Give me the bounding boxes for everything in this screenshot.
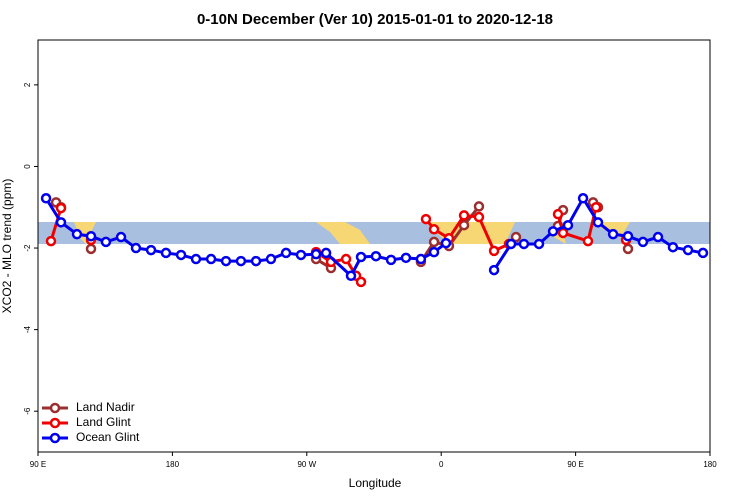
data-point [667,241,679,253]
x-tick-label: 90 E [30,460,46,469]
data-point [320,247,332,259]
data-point [160,247,172,259]
data-point [622,243,634,255]
data-point [310,248,322,260]
data-point [235,255,247,267]
data-point [280,247,292,259]
data-point [345,270,357,282]
land [316,222,370,244]
data-point [562,219,574,231]
legend-marker [49,402,61,414]
data-point [400,252,412,264]
data-point [510,231,522,243]
data-point [428,236,440,248]
data-point [115,231,127,243]
data-point [355,276,367,288]
data-point [590,201,602,213]
x-tick-label: 90 E [567,460,583,469]
data-point [682,244,694,256]
y-tick-label: 0 [23,164,32,169]
data-point [592,217,604,228]
data-point [428,246,440,258]
data-point [130,242,142,254]
y-tick-label: -6 [23,407,32,415]
data-point [552,208,564,220]
legend-label: Land Glint [76,415,131,429]
data-point [85,243,97,255]
land-mask [38,222,710,244]
x-tick-label: 180 [703,460,717,469]
data-point [458,210,470,221]
data-point [582,235,594,247]
legend-label: Land Nadir [76,400,135,414]
data-point [340,253,352,265]
y-axis-label: XCO2 - MLO trend (ppm) [0,179,14,314]
legend-label: Ocean Glint [76,430,140,444]
data-point [370,250,382,262]
data-point [250,255,262,267]
land [74,222,96,244]
data-point [415,253,427,265]
data-point [577,193,589,204]
data-point [355,251,367,263]
data-point [637,236,649,248]
data-point [85,230,97,242]
data-point [557,227,569,239]
data-point [607,228,619,240]
data-point [71,228,83,240]
data-point [473,201,485,212]
data-point [175,249,187,261]
x-tick-label: 90 W [297,460,316,469]
data-point [295,249,307,261]
x-tick-label: 180 [166,460,180,469]
data-point [505,238,517,250]
plot-frame [37,39,711,453]
y-tick-label: 2 [23,82,32,87]
data-point [45,235,57,247]
x-axis-label: Longitude [349,476,402,490]
data-point [533,238,545,250]
data-point [190,253,202,265]
data-point [488,245,500,257]
data-point [145,244,157,256]
data-point [458,219,470,231]
data-point [205,253,217,265]
ocean-band [38,222,710,244]
data-point [697,247,709,259]
legend-marker [49,417,61,429]
data-point [547,226,559,237]
data-point [488,264,500,276]
data-point [385,254,397,266]
data-point [473,211,485,223]
data-point [55,217,67,228]
data-point [622,230,634,242]
data-point [100,236,112,248]
data-point [40,193,52,204]
data-point [220,255,232,267]
y-tick-label: -4 [23,326,32,334]
data-point [265,253,277,265]
chart-title: 0-10N December (Ver 10) 2015-01-01 to 20… [197,11,553,28]
legend-marker [49,432,61,444]
data-point [428,224,440,235]
data-point [55,202,67,214]
data-point [440,237,452,249]
data-point [652,231,664,243]
data-point [518,238,530,250]
x-tick-label: 0 [439,460,444,469]
y-tick-label: -2 [23,244,32,252]
data-point [420,213,432,225]
